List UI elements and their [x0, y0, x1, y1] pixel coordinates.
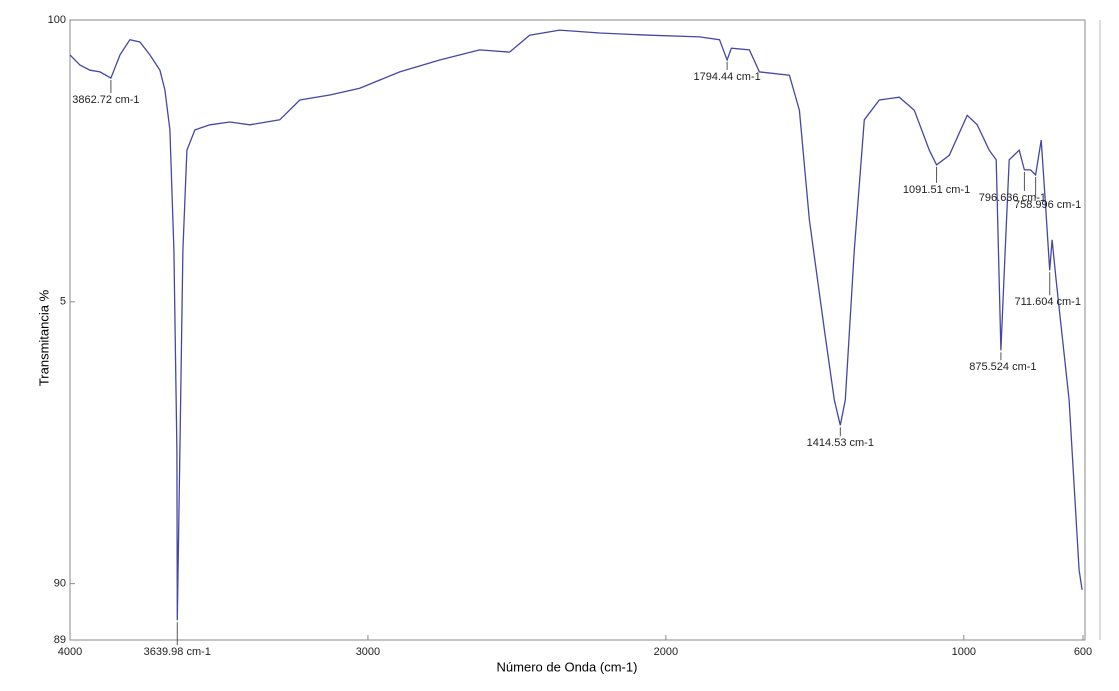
peak-label: 1794.44 cm-1	[693, 71, 760, 83]
peak-label: 796.636 cm-1	[979, 192, 1046, 204]
x-axis-title: Número de Onda (cm-1)	[497, 659, 638, 674]
x-tick-label: 3000	[356, 646, 380, 658]
peak-label: 758.996 cm-1	[1014, 199, 1081, 211]
peak-label: 1414.53 cm-1	[807, 437, 874, 449]
y-tick-label: 100	[48, 14, 66, 26]
peak-label: 711.604 cm-1	[1015, 296, 1081, 308]
peak-label: 3862.72 cm-1	[72, 94, 139, 106]
x-tick-label: 600	[1074, 646, 1092, 658]
y-tick-label: 90	[54, 578, 66, 590]
peak-label: 875.524 cm-1	[969, 361, 1036, 373]
y-axis-title: Transmitancia %	[36, 289, 51, 386]
x-tick-label: 2000	[654, 646, 678, 658]
peak-label: 3639.98 cm-1	[144, 646, 211, 658]
plot-frame	[69, 19, 1086, 641]
y-tick-label: 5	[60, 296, 66, 308]
x-tick-label: 1000	[952, 646, 976, 658]
y-tick-label: 89	[54, 634, 66, 646]
peak-label: 1091.51 cm-1	[903, 184, 970, 196]
spectrum-line	[69, 29, 1083, 621]
x-tick-label: 4000	[58, 646, 82, 658]
